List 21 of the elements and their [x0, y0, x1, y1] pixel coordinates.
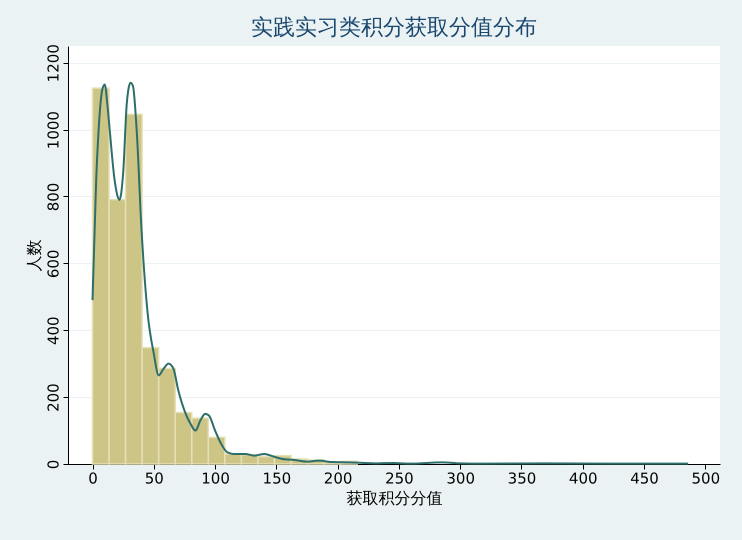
chart-title: 实践实习类积分获取分值分布 [251, 16, 537, 41]
x-tick-label: 450 [630, 470, 659, 488]
y-axis-title: 人数 [24, 240, 44, 272]
x-axis-title: 获取积分分值 [346, 488, 442, 508]
x-tick-label: 50 [144, 470, 164, 488]
x-tick-label: 150 [262, 470, 292, 488]
y-tick-label: 1000 [44, 111, 62, 150]
y-tick-label: 800 [44, 182, 62, 212]
y-tick-label: 0 [44, 460, 62, 470]
y-tick-label: 600 [44, 250, 62, 278]
x-tick-label: 0 [88, 470, 98, 488]
y-tick-label: 400 [44, 316, 62, 346]
y-tick-label: 200 [44, 383, 62, 412]
x-tick-label: 250 [385, 470, 414, 488]
x-tick-label: 200 [324, 470, 352, 488]
x-tick-label: 300 [446, 470, 475, 488]
y-tick-label: 1200 [44, 44, 62, 82]
x-tick-label: 400 [568, 470, 598, 488]
x-tick-label: 350 [508, 470, 536, 488]
x-tick-label: 500 [691, 470, 720, 488]
x-tick-label: 100 [201, 470, 230, 488]
